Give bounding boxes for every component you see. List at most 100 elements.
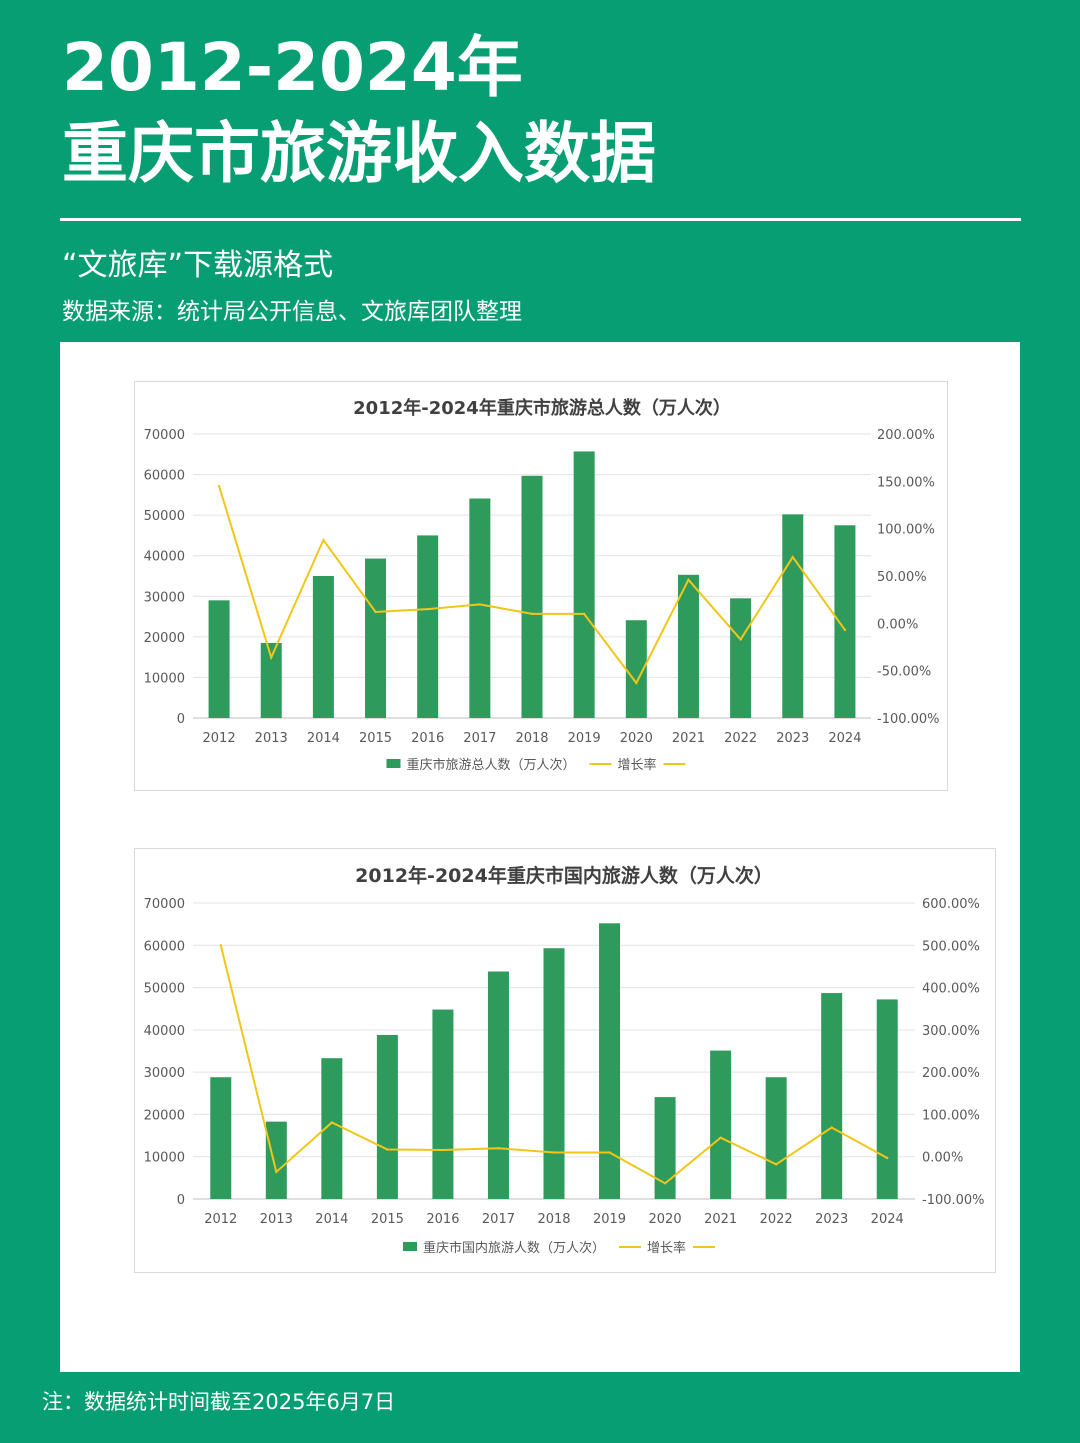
x-tick-label: 2016 xyxy=(411,731,444,746)
growth-point-2024 xyxy=(843,628,847,632)
bar-2018 xyxy=(521,475,543,718)
bar-2019 xyxy=(599,923,621,1199)
y2-tick-label: 0.00% xyxy=(877,617,918,632)
x-tick-label: 2020 xyxy=(649,1212,682,1227)
y2-tick-label: -100.00% xyxy=(922,1193,985,1208)
chart-title: 2012年-2024年重庆市国内旅游人数（万人次） xyxy=(355,864,773,887)
growth-point-2012 xyxy=(219,944,222,947)
growth-point-2013 xyxy=(275,1170,278,1174)
y-tick-label: 20000 xyxy=(144,1108,185,1123)
bar-2021 xyxy=(710,1050,732,1199)
y2-tick-label: 200.00% xyxy=(877,428,935,443)
x-tick-label: 2015 xyxy=(359,731,392,746)
growth-point-2022 xyxy=(739,638,742,641)
growth-point-2018 xyxy=(552,1151,556,1154)
x-tick-label: 2021 xyxy=(704,1212,737,1227)
bar-2022 xyxy=(765,1077,787,1199)
y-tick-label: 40000 xyxy=(144,1024,185,1039)
y-tick-label: 60000 xyxy=(144,939,185,954)
growth-point-2021 xyxy=(687,578,690,581)
growth-point-2018 xyxy=(530,612,534,616)
bar-2017 xyxy=(487,971,509,1199)
x-tick-label: 2017 xyxy=(463,731,496,746)
y2-tick-label: 500.00% xyxy=(922,939,980,954)
growth-point-2022 xyxy=(774,1163,778,1166)
x-tick-label: 2021 xyxy=(672,731,705,746)
y2-tick-label: 50.00% xyxy=(877,570,927,585)
y-tick-label: 0 xyxy=(177,712,185,727)
growth-point-2013 xyxy=(270,656,273,659)
x-tick-label: 2015 xyxy=(371,1212,404,1227)
growth-point-2020 xyxy=(663,1182,667,1185)
chart-title: 2012年-2024年重庆市旅游总人数（万人次） xyxy=(353,397,731,419)
x-tick-label: 2013 xyxy=(255,731,288,746)
x-tick-label: 2024 xyxy=(828,731,861,746)
chart-total-visitors: 2012年-2024年重庆市旅游总人数（万人次） 0 10000 20000 30000… xyxy=(134,381,948,791)
y2-tick-label: 200.00% xyxy=(922,1066,980,1081)
growth-point-2014 xyxy=(322,538,325,542)
bar-2019 xyxy=(573,451,595,718)
growth-point-2024 xyxy=(886,1156,889,1160)
y-tick-label: 50000 xyxy=(144,982,185,997)
x-tick-label: 2020 xyxy=(620,731,653,746)
x-tick-label: 2019 xyxy=(568,731,601,746)
y-tick-label: 0 xyxy=(177,1193,185,1208)
bar-2012 xyxy=(208,600,230,718)
bar-2014 xyxy=(321,1058,343,1199)
x-tick-label: 2024 xyxy=(871,1212,904,1227)
growth-point-2021 xyxy=(719,1136,722,1139)
x-tick-label: 2017 xyxy=(482,1212,515,1227)
y2-tick-label: -100.00% xyxy=(877,712,940,727)
growth-point-2015 xyxy=(386,1148,389,1151)
growth-point-2020 xyxy=(635,681,638,685)
subtitle: “文旅库”下载源格式 xyxy=(62,248,334,283)
y-tick-label: 20000 xyxy=(144,631,185,646)
x-tick-label: 2023 xyxy=(815,1212,848,1227)
data-source: 数据来源：统计局公开信息、文旅库团队整理 xyxy=(62,299,522,325)
bar-2021 xyxy=(677,574,699,718)
x-tick-label: 2019 xyxy=(593,1212,626,1227)
growth-point-2023 xyxy=(830,1126,833,1129)
y-tick-label: 30000 xyxy=(144,590,185,605)
legend-bar-label: 重庆市旅游总人数（万人次） xyxy=(407,757,576,773)
growth-point-2016 xyxy=(426,607,429,611)
growth-point-2012 xyxy=(217,484,221,488)
growth-point-2016 xyxy=(441,1148,445,1152)
bar-2012 xyxy=(210,1077,232,1199)
y-tick-label: 70000 xyxy=(144,897,185,912)
chart-domestic-visitors: 2012年-2024年重庆市国内旅游人数（万人次） 0 10000 20000 3000… xyxy=(134,848,996,1273)
bar-2013 xyxy=(265,1121,287,1199)
y2-tick-label: -50.00% xyxy=(877,665,931,680)
bar-2017 xyxy=(469,498,491,718)
bar-2024 xyxy=(834,525,856,718)
legend-line-label: 增长率 xyxy=(647,1240,686,1256)
y2-tick-label: 0.00% xyxy=(922,1151,963,1166)
growth-point-2023 xyxy=(791,555,794,559)
growth-point-2017 xyxy=(478,603,482,606)
bar-2016 xyxy=(432,1009,454,1199)
bar-2015 xyxy=(376,1034,398,1199)
x-tick-label: 2022 xyxy=(760,1212,793,1227)
x-tick-label: 2012 xyxy=(204,1212,237,1227)
growth-point-2014 xyxy=(330,1121,334,1124)
x-tick-label: 2012 xyxy=(203,731,236,746)
x-tick-label: 2018 xyxy=(515,731,548,746)
y-tick-label: 50000 xyxy=(144,509,185,524)
y-tick-label: 10000 xyxy=(144,1151,185,1166)
bar-2015 xyxy=(365,558,387,718)
x-tick-label: 2022 xyxy=(724,731,757,746)
y2-tick-label: 100.00% xyxy=(922,1108,980,1123)
y-tick-label: 40000 xyxy=(144,550,185,565)
footnote: 注：数据统计时间截至2025年6月7日 xyxy=(42,1390,396,1414)
y2-tick-label: 150.00% xyxy=(877,475,935,490)
bar-2024 xyxy=(876,999,898,1199)
growth-point-2015 xyxy=(374,610,377,614)
growth-point-2019 xyxy=(582,612,586,616)
x-tick-label: 2014 xyxy=(315,1212,348,1227)
bar-2014 xyxy=(312,576,334,718)
bar-2018 xyxy=(543,948,565,1199)
y-tick-label: 60000 xyxy=(144,469,185,484)
bar-2020 xyxy=(625,620,647,718)
y-tick-label: 10000 xyxy=(144,671,185,686)
bar-2023 xyxy=(821,993,843,1199)
